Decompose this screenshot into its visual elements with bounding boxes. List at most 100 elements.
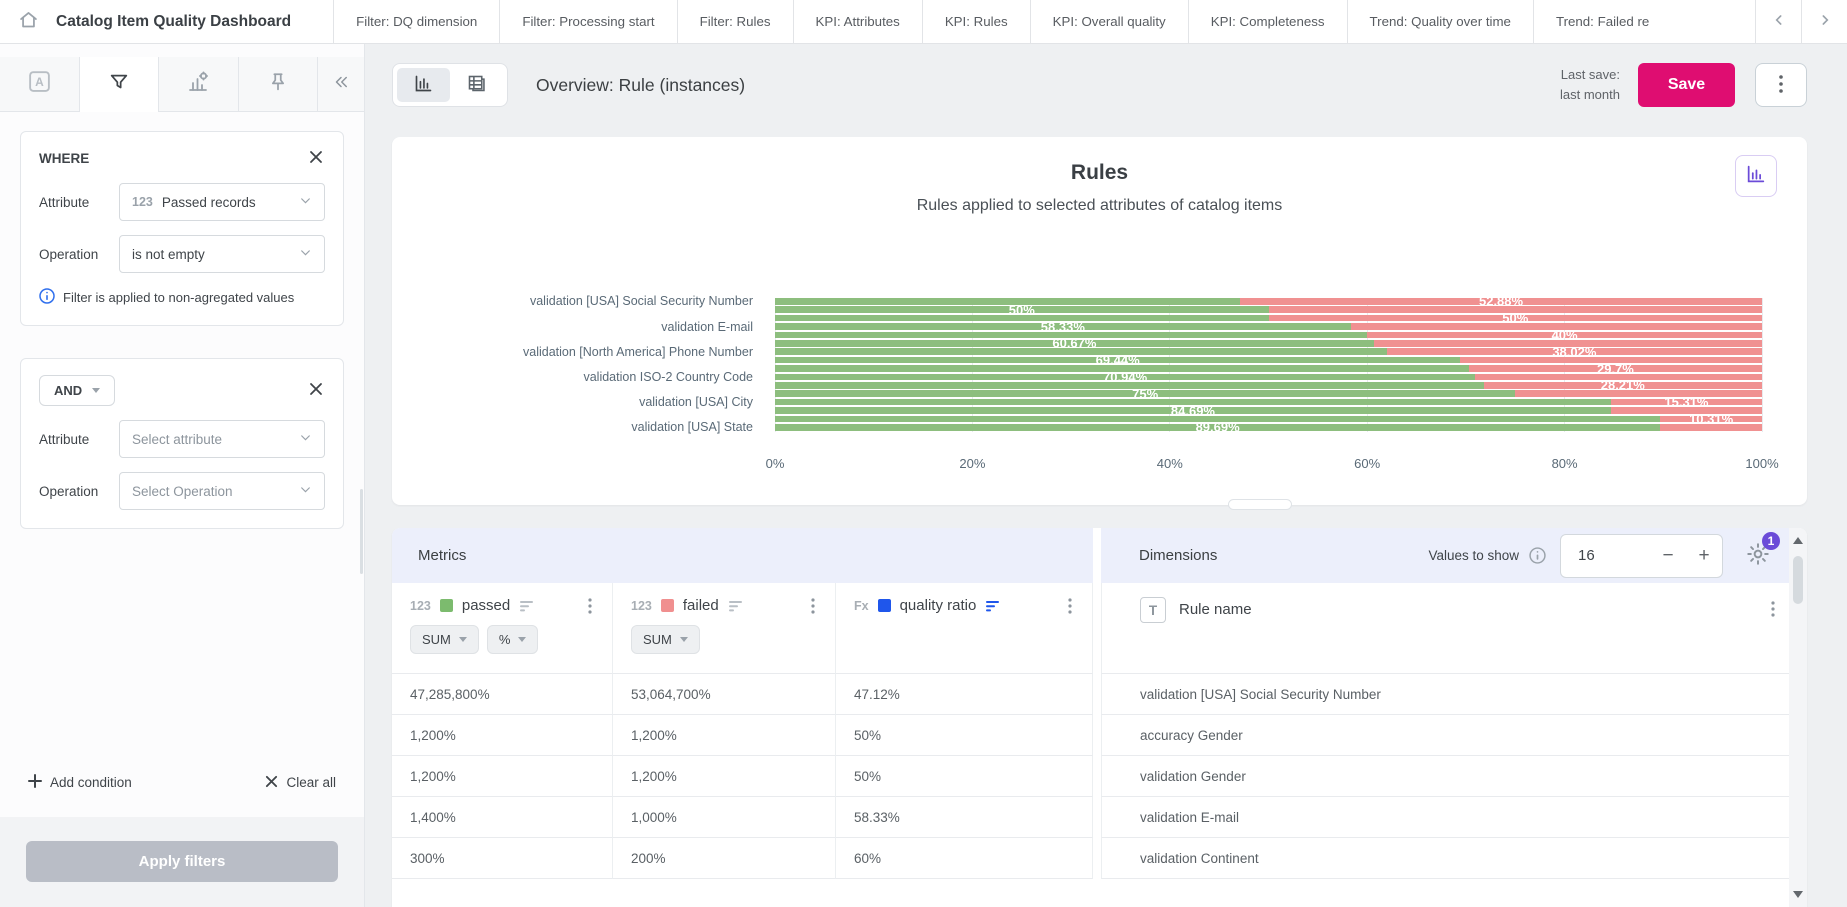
operation-select[interactable]: Select Operation xyxy=(119,472,325,510)
stacked-bar xyxy=(775,348,1762,355)
decrement-button[interactable]: − xyxy=(1650,535,1686,577)
tabs-scroll-left-button[interactable] xyxy=(1755,0,1801,43)
sort-icon[interactable] xyxy=(520,599,537,613)
topbar-tab[interactable]: Trend: Quality over time xyxy=(1346,0,1533,43)
bar-data-label: 58.33% xyxy=(1040,319,1085,334)
metrics-section-header: Metrics xyxy=(392,528,1093,583)
topbar-tab[interactable]: KPI: Rules xyxy=(921,0,1030,43)
chart-type-button[interactable] xyxy=(1735,155,1777,197)
attribute-select[interactable]: Select attribute xyxy=(119,420,325,458)
topbar-tab[interactable]: KPI: Attributes xyxy=(792,0,922,43)
stacked-bar xyxy=(775,356,1762,364)
kebab-menu-icon xyxy=(1779,74,1783,96)
chart-scrollbar-thumb[interactable] xyxy=(1228,499,1292,510)
passed-segment xyxy=(775,382,1484,389)
save-button[interactable]: Save xyxy=(1638,63,1735,107)
clear-all-button[interactable]: Clear all xyxy=(265,775,336,791)
dropdown-triangle-icon xyxy=(92,388,101,393)
aggregation-select[interactable]: % xyxy=(486,625,539,654)
x-axis-tick: 40% xyxy=(1156,456,1183,471)
table-scrollbar-thumb[interactable] xyxy=(1793,556,1803,604)
passed-segment xyxy=(775,340,1374,347)
failed-cell: 1,000% xyxy=(613,797,836,838)
scroll-up-icon[interactable] xyxy=(1793,537,1803,544)
sidebar-collapse-button[interactable] xyxy=(318,57,364,111)
table-row: 300% 200% 60% validation Continent xyxy=(392,838,1789,879)
toolbar-menu-button[interactable] xyxy=(1755,63,1807,107)
dashboard-title: Catalog Item Quality Dashboard xyxy=(56,12,292,30)
apply-filters-button[interactable]: Apply filters xyxy=(26,841,338,882)
x-axis-tick: 60% xyxy=(1354,456,1381,471)
passed-segment xyxy=(775,306,1269,313)
column-menu-icon[interactable] xyxy=(811,597,815,614)
topbar-tab[interactable]: Filter: Processing start xyxy=(499,0,676,43)
topbar-tab[interactable]: Filter: Rules xyxy=(676,0,793,43)
failed-segment xyxy=(1610,407,1762,414)
bar-data-label: 28.21% xyxy=(1600,377,1645,393)
view-title: Overview: Rule (instances) xyxy=(536,74,746,95)
stacked-bar xyxy=(775,424,1762,431)
text-type-icon: T xyxy=(1140,597,1166,623)
logical-operator-value: AND xyxy=(54,383,83,398)
stacked-bar xyxy=(775,331,1762,339)
table-column-headers: 123 passed SUM % 123 failed SUM Fx quality ra… xyxy=(392,583,1789,674)
column-menu-icon[interactable] xyxy=(588,597,592,614)
logical-operator-select[interactable]: AND xyxy=(39,375,116,406)
table-view-button[interactable] xyxy=(450,68,503,102)
home-button[interactable] xyxy=(0,0,56,43)
increment-button[interactable]: + xyxy=(1686,535,1722,577)
sort-icon[interactable] xyxy=(986,599,1003,613)
values-to-show-input[interactable] xyxy=(1561,547,1617,564)
column-name: quality ratio xyxy=(899,597,977,614)
sort-icon[interactable] xyxy=(728,599,746,613)
y-axis-label: validation [USA] Social Security Number xyxy=(529,294,753,309)
collapse-chevrons-icon xyxy=(332,73,350,96)
remove-condition-button[interactable] xyxy=(307,380,325,401)
add-condition-button[interactable]: Add condition xyxy=(28,774,132,791)
scroll-down-icon[interactable] xyxy=(1793,891,1803,898)
passed-cell: 300% xyxy=(392,838,613,879)
operation-select[interactable]: is not empty xyxy=(119,235,325,273)
passed-segment xyxy=(775,390,1516,397)
quality-ratio-cell: 58.33% xyxy=(836,797,1093,838)
filter-panel: WHERE Attribute 123 Passed records Opera… xyxy=(0,112,364,817)
table-row: 47,285,800% 53,064,700% 47.12% validation [… xyxy=(392,674,1789,715)
failed-segment xyxy=(1240,298,1762,305)
topbar-tab[interactable]: Filter: DQ dimension xyxy=(333,0,499,43)
table-body: 47,285,800% 53,064,700% 47.12% validation [… xyxy=(392,674,1789,879)
topbar: Catalog Item Quality Dashboard Filter: D… xyxy=(0,0,1847,44)
column-menu-icon[interactable] xyxy=(1068,597,1072,614)
tool-tab-pin[interactable] xyxy=(239,57,318,111)
column-menu-icon[interactable] xyxy=(1771,597,1775,617)
topbar-tab[interactable]: KPI: Overall quality xyxy=(1029,0,1188,43)
column-name: failed xyxy=(682,597,719,614)
stacked-bar xyxy=(775,407,1762,414)
topbar-tab[interactable]: KPI: Completeness xyxy=(1187,0,1347,43)
passed-segment xyxy=(775,373,1476,381)
remove-condition-button[interactable] xyxy=(307,148,325,169)
aggregation-select[interactable]: SUM xyxy=(410,625,479,654)
failed-segment xyxy=(1268,306,1762,313)
attribute-select[interactable]: 123 Passed records xyxy=(119,183,325,221)
sidebar-scrollbar-thumb[interactable] xyxy=(360,489,363,574)
y-axis-label: validation ISO-2 Country Code xyxy=(583,369,753,384)
table-scrollbar[interactable] xyxy=(1789,528,1807,907)
passed-segment xyxy=(775,356,1461,364)
table-header-band: Metrics Dimensions Values to show − + xyxy=(392,528,1789,583)
chart-view-button[interactable] xyxy=(397,68,450,102)
bar-data-label: 60.67% xyxy=(1052,335,1097,351)
stacked-bar xyxy=(775,415,1762,423)
tool-tab-text[interactable]: A xyxy=(0,57,80,111)
topbar-tab[interactable]: Trend: Failed re xyxy=(1532,0,1649,43)
tabs-scroll-right-button[interactable] xyxy=(1801,0,1847,43)
stacked-bar xyxy=(775,365,1762,372)
tool-tab-filter[interactable] xyxy=(79,57,159,112)
dimension-column-header: T Rule name xyxy=(1101,583,1789,674)
aggregation-select[interactable]: SUM xyxy=(631,625,700,654)
tool-tab-chart-settings[interactable] xyxy=(159,57,239,111)
chart-x-axis: 0% 20% 40% 60% 80% 100% xyxy=(766,456,1779,476)
failed-segment xyxy=(1373,340,1762,347)
x-axis-tick: 100% xyxy=(1745,456,1779,471)
table-settings-button[interactable]: 1 xyxy=(1745,531,1780,571)
passed-segment xyxy=(775,331,1368,339)
